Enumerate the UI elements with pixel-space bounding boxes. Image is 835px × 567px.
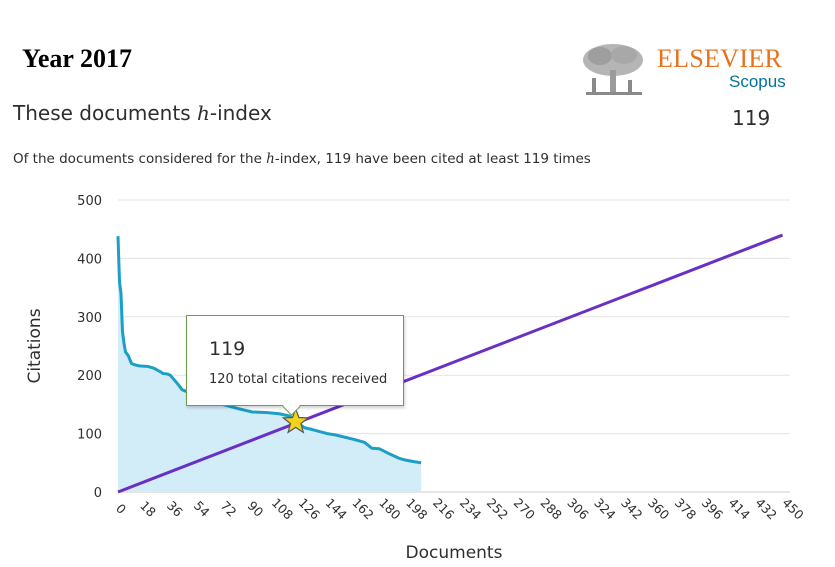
elsevier-tree-logo	[583, 44, 643, 95]
x-tick-label: 126	[296, 495, 324, 523]
star-layer	[281, 407, 310, 434]
hindex-star-icon[interactable]	[281, 407, 310, 434]
hindex-title-italic: h	[196, 101, 210, 125]
x-tick-label: 252	[484, 495, 511, 522]
x-tick-label: 0	[113, 501, 129, 517]
area-layer	[118, 236, 422, 492]
tooltip-value: 119	[209, 338, 246, 360]
x-tick-label: 306	[564, 495, 592, 523]
x-tick-label: 342	[618, 495, 645, 522]
y-tick-label: 100	[77, 428, 102, 443]
hindex-title-prefix: These documents	[13, 101, 197, 125]
x-tick-label: 360	[645, 495, 673, 523]
year-heading: Year 2017	[22, 44, 133, 73]
x-tick-label: 414	[726, 495, 754, 523]
hindex-title: These documents h-index	[13, 101, 272, 125]
x-tick-label: 270	[511, 495, 539, 523]
desc-suffix: -index, 119 have been cited at least 119…	[274, 151, 591, 167]
y-tick-label: 0	[94, 486, 102, 501]
x-tick-label: 198	[403, 495, 431, 523]
hindex-diagonal-line	[117, 233, 784, 494]
x-tick-label: 432	[753, 495, 780, 522]
x-tick-label: 18	[137, 498, 159, 520]
hindex-description: Of the documents considered for the h-in…	[13, 151, 591, 167]
y-tick-label: 300	[77, 311, 102, 326]
brand-logo-text: ELSEVIER	[657, 44, 783, 73]
x-tick-label: 234	[457, 495, 485, 523]
x-tick-label: 90	[245, 498, 267, 520]
desc-italic: h	[266, 151, 275, 167]
x-tick-label: 144	[322, 495, 350, 523]
x-tick-label: 288	[538, 495, 566, 523]
y-tick-label: 400	[77, 252, 102, 267]
y-tick-label: 500	[77, 194, 102, 209]
y-axis-label: Citations	[25, 308, 45, 383]
x-tick-label: 36	[164, 498, 186, 520]
x-tick-label: 72	[218, 498, 240, 520]
hindex-title-suffix: -index	[209, 101, 272, 125]
hindex-value: 119	[732, 106, 771, 130]
y-tick-label: 200	[77, 369, 102, 384]
x-tick-label: 54	[191, 498, 213, 520]
x-tick-label: 324	[591, 495, 619, 523]
product-name: Scopus	[729, 72, 786, 91]
x-tick-label: 450	[779, 495, 807, 523]
x-tick-label: 162	[349, 495, 376, 522]
y-tick-labels: 0 100 200 300 400 500	[77, 194, 102, 501]
tooltip-text: 120 total citations received	[209, 372, 388, 387]
x-tick-labels: 0 18 36 54 72 90 108 126 144 162 180 198 216 234 252 27…	[113, 495, 807, 523]
x-axis-label: Documents	[406, 543, 503, 563]
x-tick-label: 396	[699, 495, 727, 523]
x-tick-label: 216	[430, 495, 458, 523]
point-tooltip: 119 120 total citations received	[186, 315, 404, 406]
citations-area	[118, 236, 422, 492]
x-tick-label: 108	[269, 495, 297, 523]
desc-prefix: Of the documents considered for the	[13, 151, 267, 167]
x-tick-label: 378	[672, 495, 700, 523]
x-tick-label: 180	[376, 495, 404, 523]
